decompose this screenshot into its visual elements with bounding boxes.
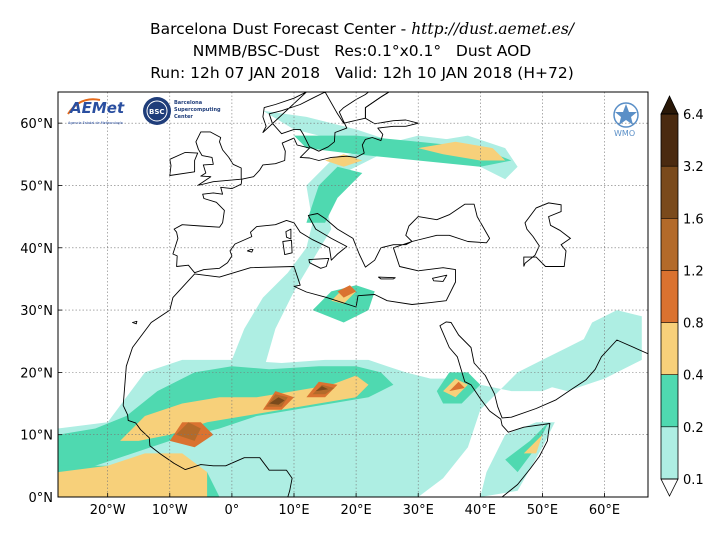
lat-tick-label: 40°N xyxy=(20,242,53,257)
dust-region-level-1 xyxy=(306,166,363,223)
coastline xyxy=(132,320,138,325)
coastline xyxy=(262,92,390,152)
lon-tick-label: 50°E xyxy=(527,503,558,518)
colorbar-label: 0.1 xyxy=(683,473,704,488)
coastline xyxy=(285,228,292,240)
dust-region-level-4 xyxy=(176,422,201,441)
colorbar-min-arrow xyxy=(660,478,679,497)
dust-region-level-3 xyxy=(449,381,465,392)
colorbar-segment-0.8 xyxy=(661,270,678,323)
colorbar-label: 0.8 xyxy=(683,317,704,332)
aemet-logo-subtitle: Agencia Estatal de Meteorología xyxy=(68,121,123,125)
title-line-1: Barcelona Dust Forecast Center - http://… xyxy=(0,20,724,38)
lat-tick-label: 60°N xyxy=(20,117,53,132)
bsc-logo-text-2: Supercomputing xyxy=(174,107,221,113)
colorbar-label: 3.2 xyxy=(683,160,704,175)
lat-tick-label: 10°N xyxy=(20,429,53,444)
aemet-logo: AEMet Agencia Estatal de Meteorología xyxy=(67,98,125,125)
wmo-logo: WMO xyxy=(613,102,639,138)
lon-tick-label: 20°W xyxy=(90,503,126,518)
dust-layer xyxy=(58,110,642,497)
coastline xyxy=(195,131,242,186)
dust-region-level-0 xyxy=(542,310,642,392)
coastline-layer xyxy=(122,92,648,497)
colorbar-segment-0.1 xyxy=(661,426,678,479)
colorbar-segment-1.2 xyxy=(661,218,678,271)
wmo-emblem-icon xyxy=(613,102,639,128)
caspian-sea-coastline xyxy=(523,202,572,267)
colorbar-segment-0.2 xyxy=(661,374,678,427)
dust-region-level-2 xyxy=(418,141,506,161)
lat-tick-label: 30°N xyxy=(20,304,53,319)
bsc-badge-text: BSC xyxy=(149,108,165,116)
colorbar-label: 6.4 xyxy=(683,108,704,123)
axis-ticks: 20°W 10°W 0° 10°E 20°E 30°E 40°E 50°E 60°E 0°N 10°… xyxy=(20,117,620,518)
lon-tick-label: 60°E xyxy=(589,503,620,518)
colorbar-label: 0.2 xyxy=(683,421,704,436)
lon-tick-label: 20°E xyxy=(340,503,371,518)
colorbar-segment-0.4 xyxy=(661,322,678,375)
bsc-logo-text-1: Barcelona xyxy=(174,100,202,106)
colorbar-label: 1.6 xyxy=(683,212,704,227)
dust-region-level-5 xyxy=(315,386,329,392)
lat-tick-label: 0°N xyxy=(29,491,54,506)
coastline xyxy=(378,276,396,280)
bsc-globe-ring xyxy=(146,100,168,122)
lon-tick-label: 0° xyxy=(225,503,240,518)
coastline xyxy=(169,151,199,176)
colorbar-max-arrow xyxy=(660,95,679,115)
title-prefix: Barcelona Dust Forecast Center - xyxy=(149,20,412,38)
dust-region-level-1 xyxy=(312,285,375,323)
map-frame xyxy=(57,91,649,498)
dust-region-level-3 xyxy=(337,285,357,298)
aemet-swoosh-icon xyxy=(67,98,101,115)
coastline xyxy=(432,274,448,282)
colorbar-label: 1.2 xyxy=(683,264,704,279)
bsc-logo: BSC Barcelona Supercomputing Center xyxy=(143,97,221,125)
wmo-star-icon xyxy=(615,104,637,125)
lon-tick-label: 40°E xyxy=(465,503,496,518)
coastline xyxy=(282,239,293,256)
title-line-3: Run: 12h 07 JAN 2018 Valid: 12h 10 JAN 2… xyxy=(150,64,574,82)
title-line-2: NMMB/BSC-Dust Res:0.1°x0.1° Dust AOD xyxy=(192,42,532,60)
coastline xyxy=(122,92,648,497)
lat-tick-label: 50°N xyxy=(20,179,53,194)
colorbar: 0.1 0.2 0.4 0.8 1.2 1.6 3.2 6.4 xyxy=(660,95,704,497)
graticule xyxy=(58,92,648,497)
colorbar-label: 0.4 xyxy=(683,369,704,384)
bsc-logo-text-3: Center xyxy=(174,114,193,120)
colorbar-segment-1.6 xyxy=(661,166,678,219)
coastline xyxy=(308,257,330,269)
lon-tick-label: 30°E xyxy=(403,503,434,518)
title-url: http://dust.aemet.es/ xyxy=(411,20,575,38)
lon-tick-label: 10°W xyxy=(152,503,188,518)
dust-region-level-5 xyxy=(269,397,285,405)
dust-region-level-1 xyxy=(294,135,512,167)
dust-region-level-2 xyxy=(523,434,543,454)
coastline xyxy=(246,249,254,253)
lat-tick-label: 20°N xyxy=(20,366,53,381)
wmo-logo-text: WMO xyxy=(614,129,635,138)
lon-tick-label: 10°E xyxy=(278,503,309,518)
colorbar-segment-3.2 xyxy=(661,114,678,167)
aemet-logo-text: AEMet xyxy=(69,99,125,117)
